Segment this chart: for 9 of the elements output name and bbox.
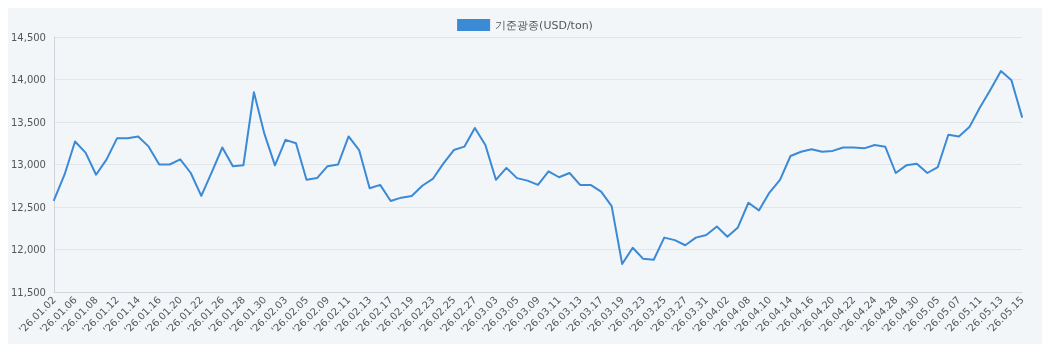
y-tick-label: 14,000: [10, 74, 46, 85]
y-tick-label: 12,500: [10, 201, 46, 213]
y-tick-label: 14,500: [10, 31, 46, 43]
legend-label: 기준광종(USD/ton): [495, 18, 593, 32]
y-tick-label: 13,500: [10, 116, 46, 128]
y-tick-label: 11,500: [10, 286, 46, 298]
y-tick-label: 13,000: [10, 159, 46, 170]
line-series: [52, 70, 1023, 265]
y-tick-label: 12,000: [10, 244, 46, 255]
